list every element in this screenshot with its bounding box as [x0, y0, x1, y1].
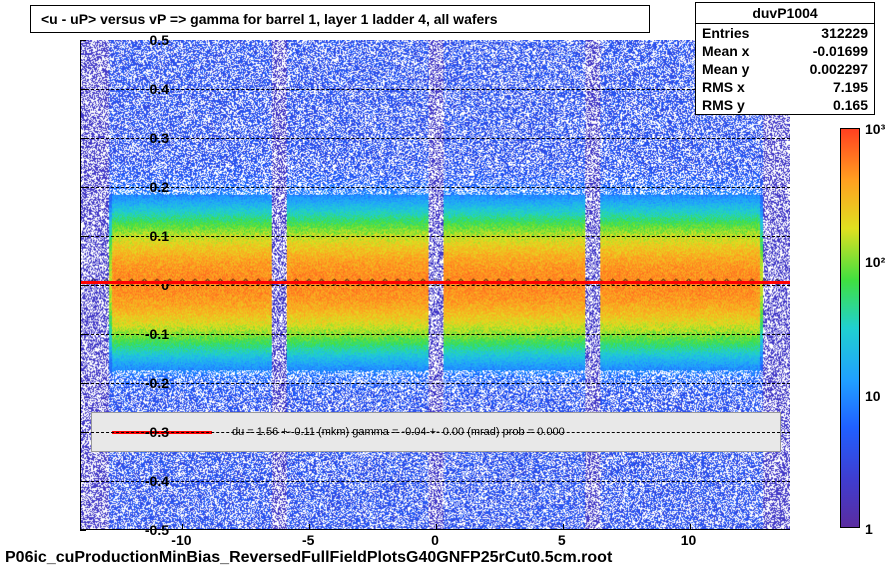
- x-tick-label: 0: [431, 532, 439, 548]
- stats-meanx-row: Mean x -0.01699: [696, 42, 874, 60]
- stats-panel: duvP1004 Entries 312229 Mean x -0.01699 …: [695, 2, 875, 115]
- colorbar-tick-label: 10²: [865, 254, 885, 270]
- stats-entries-value: 312229: [821, 25, 868, 41]
- plot-title-text: <u - uP> versus vP => gamma for barrel 1…: [41, 11, 498, 27]
- colorbar-tick-label: 10: [865, 388, 881, 404]
- colorbar-tick-label: 1: [865, 521, 873, 537]
- stats-meanx-value: -0.01699: [813, 43, 868, 59]
- stats-meany-value: 0.002297: [810, 61, 868, 77]
- plot-title: <u - uP> versus vP => gamma for barrel 1…: [30, 5, 650, 33]
- stats-meanx-label: Mean x: [702, 43, 749, 59]
- stats-rmsx-row: RMS x 7.195: [696, 78, 874, 96]
- x-tick-label: 5: [558, 532, 566, 548]
- stats-meany-row: Mean y 0.002297: [696, 60, 874, 78]
- stats-rmsy-value: 0.165: [833, 97, 868, 113]
- filename-label: P06ic_cuProductionMinBias_ReversedFullFi…: [5, 549, 612, 567]
- stats-name: duvP1004: [696, 3, 874, 24]
- colorbar: 11010²10³: [840, 128, 860, 528]
- stats-entries-row: Entries 312229: [696, 24, 874, 42]
- stats-rmsx-label: RMS x: [702, 79, 745, 95]
- y-tick-label: 0.5: [150, 32, 169, 48]
- x-tick-label: -10: [171, 532, 191, 548]
- x-tick-label: 10: [681, 532, 697, 548]
- y-tick-label: -0.5: [145, 522, 169, 538]
- x-tick-label: -5: [302, 532, 314, 548]
- stats-rmsy-row: RMS y 0.165: [696, 96, 874, 114]
- stats-meany-label: Mean y: [702, 61, 749, 77]
- colorbar-tick-label: 10³: [865, 121, 885, 137]
- fit-line: [81, 281, 790, 284]
- stats-rmsx-value: 7.195: [833, 79, 868, 95]
- stats-entries-label: Entries: [702, 25, 749, 41]
- plot-area: du = 1.56 +- 0.11 (mkm) gamma = -0.04 +-…: [80, 40, 790, 530]
- stats-rmsy-label: RMS y: [702, 97, 745, 113]
